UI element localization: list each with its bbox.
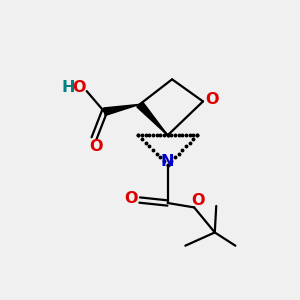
Text: H: H: [62, 80, 75, 95]
Polygon shape: [137, 102, 168, 135]
Text: O: O: [89, 139, 102, 154]
Polygon shape: [103, 104, 140, 116]
Text: O: O: [73, 80, 86, 95]
Text: O: O: [191, 194, 205, 208]
Text: O: O: [124, 191, 138, 206]
Text: O: O: [205, 92, 219, 106]
Text: N: N: [161, 154, 174, 169]
